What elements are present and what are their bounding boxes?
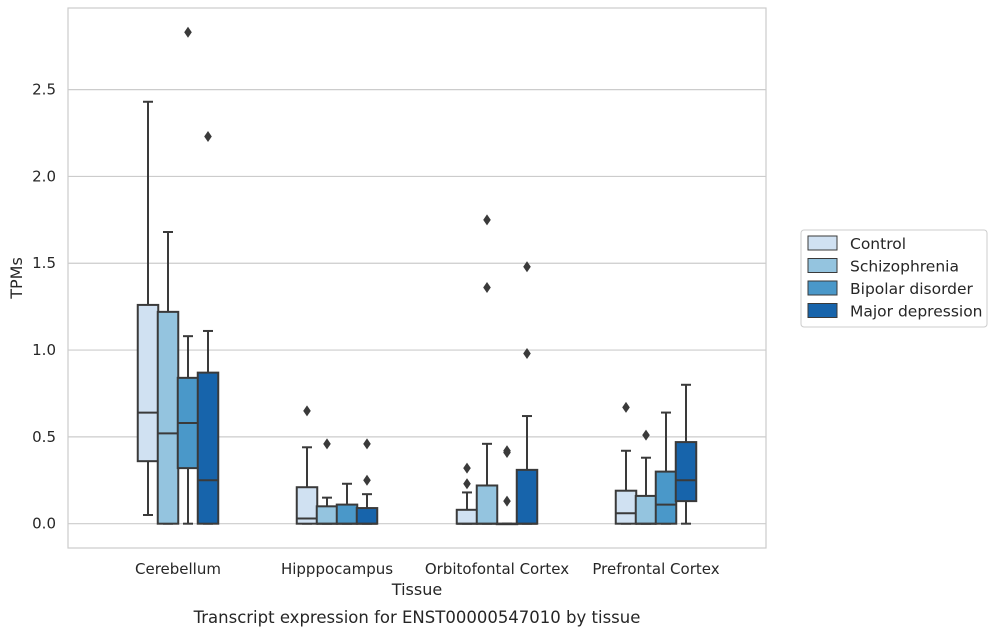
iqr-box [196,371,220,525]
box-4-4 [674,383,698,525]
x-tick-label: Hipppocampus [281,560,393,578]
box-groups [136,26,698,526]
figure-caption: Transcript expression for ENST0000054701… [193,608,641,627]
box-1-1 [136,100,160,517]
x-tick-labels: Cerebellum Hipppocampus Orbitofontal Corte… [135,560,720,578]
outlier-point [483,282,491,294]
box-4-1 [614,401,638,525]
y-tick-label: 2.0 [32,167,56,185]
y-tick-labels: 0.0 0.5 1.0 1.5 2.0 2.5 [32,81,56,533]
legend-swatch [807,235,838,251]
outlier-point [642,429,650,441]
box-2-2 [315,438,339,525]
iqr-box [156,310,180,525]
iqr-box [515,468,539,525]
iqr-box [355,507,379,525]
x-axis-title: Tissue [391,580,442,599]
outlier-point [463,462,471,474]
iqr-box [614,489,638,525]
box-1-3 [176,26,200,525]
legend-frame [800,229,988,328]
outlier-point [204,130,212,142]
legend: Control Schizophrenia Bipolar disorder Majo… [800,229,988,328]
legend-label: Bipolar disorder [850,280,974,298]
box-4-3 [654,411,678,525]
box-2-1 [295,405,319,525]
y-axis-title: TPMs [7,257,26,300]
x-tick-label: Cerebellum [135,560,221,578]
box-3-3 [495,445,519,526]
outlier-point [184,26,192,38]
legend-swatch [807,303,838,318]
box-3-2 [475,214,499,525]
iqr-box [455,508,479,525]
y-tick-label: 0.0 [32,515,56,533]
box-2-4 [355,438,379,525]
outlier-point [303,405,311,417]
legend-label: Control [850,235,906,253]
y-tick-label: 0.5 [32,428,56,446]
legend-swatch [807,280,838,296]
iqr-box [475,484,499,525]
legend-swatch [807,258,838,273]
outlier-point [523,348,531,360]
outlier-point [483,214,491,226]
legend-label: Major depression [850,303,983,321]
legend-label: Schizophrenia [850,258,959,276]
x-tick-label: Prefrontal Cortex [592,560,719,578]
x-tick-label: Orbitofontal Cortex [425,560,569,578]
outlier-point [622,401,630,413]
plot-frame [67,7,767,549]
outlier-point [503,445,511,457]
box-2-3 [335,482,359,525]
outlier-point [323,438,331,450]
iqr-box [335,503,359,525]
iqr-box [634,494,658,525]
outlier-point [363,438,371,450]
outlier-point [523,261,531,273]
outlier-point [503,495,511,507]
iqr-box [136,303,160,463]
outlier-point [363,474,371,486]
outlier-point [463,478,471,490]
box-3-1 [455,462,479,525]
box-1-2 [156,230,180,525]
y-tick-label: 2.5 [32,81,56,99]
iqr-box [315,505,339,525]
y-tick-label: 1.0 [32,341,56,359]
iqr-box [674,441,698,503]
box-4-2 [634,429,658,525]
y-tick-label: 1.5 [32,254,56,272]
box-1-4 [196,130,220,525]
iqr-box [654,470,678,525]
box-3-4 [515,261,539,525]
